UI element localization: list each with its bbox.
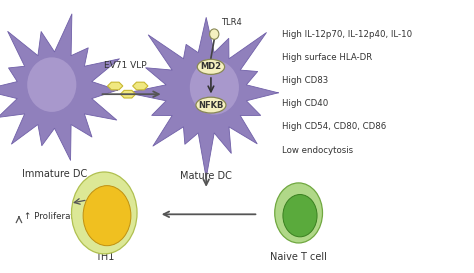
Ellipse shape xyxy=(210,29,219,39)
Ellipse shape xyxy=(197,60,225,74)
Ellipse shape xyxy=(83,186,131,246)
Ellipse shape xyxy=(275,183,322,243)
Text: Immature DC: Immature DC xyxy=(22,169,87,179)
Ellipse shape xyxy=(72,172,137,254)
Text: High CD83: High CD83 xyxy=(282,76,328,85)
Text: NFKB: NFKB xyxy=(198,101,224,109)
Polygon shape xyxy=(0,14,119,160)
Text: EV71 VLP: EV71 VLP xyxy=(104,61,147,70)
Text: TH1: TH1 xyxy=(95,252,114,262)
Text: Low endocytosis: Low endocytosis xyxy=(282,146,353,155)
Polygon shape xyxy=(128,17,278,178)
Text: MD2: MD2 xyxy=(201,63,221,71)
Text: IFN-γ: IFN-γ xyxy=(90,188,112,197)
Text: High CD54, CD80, CD86: High CD54, CD80, CD86 xyxy=(282,123,386,131)
Text: High CD40: High CD40 xyxy=(282,99,328,108)
Ellipse shape xyxy=(196,97,226,113)
Text: TLR4: TLR4 xyxy=(221,18,242,27)
Text: ↑ Proliferation: ↑ Proliferation xyxy=(24,212,87,221)
Text: High surface HLA-DR: High surface HLA-DR xyxy=(282,53,372,62)
Ellipse shape xyxy=(283,194,317,237)
Text: High IL-12p70, IL-12p40, IL-10: High IL-12p70, IL-12p40, IL-10 xyxy=(282,30,412,38)
Ellipse shape xyxy=(27,57,76,112)
Text: Mature DC: Mature DC xyxy=(180,171,232,181)
Ellipse shape xyxy=(190,60,239,115)
Text: Naive T cell: Naive T cell xyxy=(270,252,327,262)
